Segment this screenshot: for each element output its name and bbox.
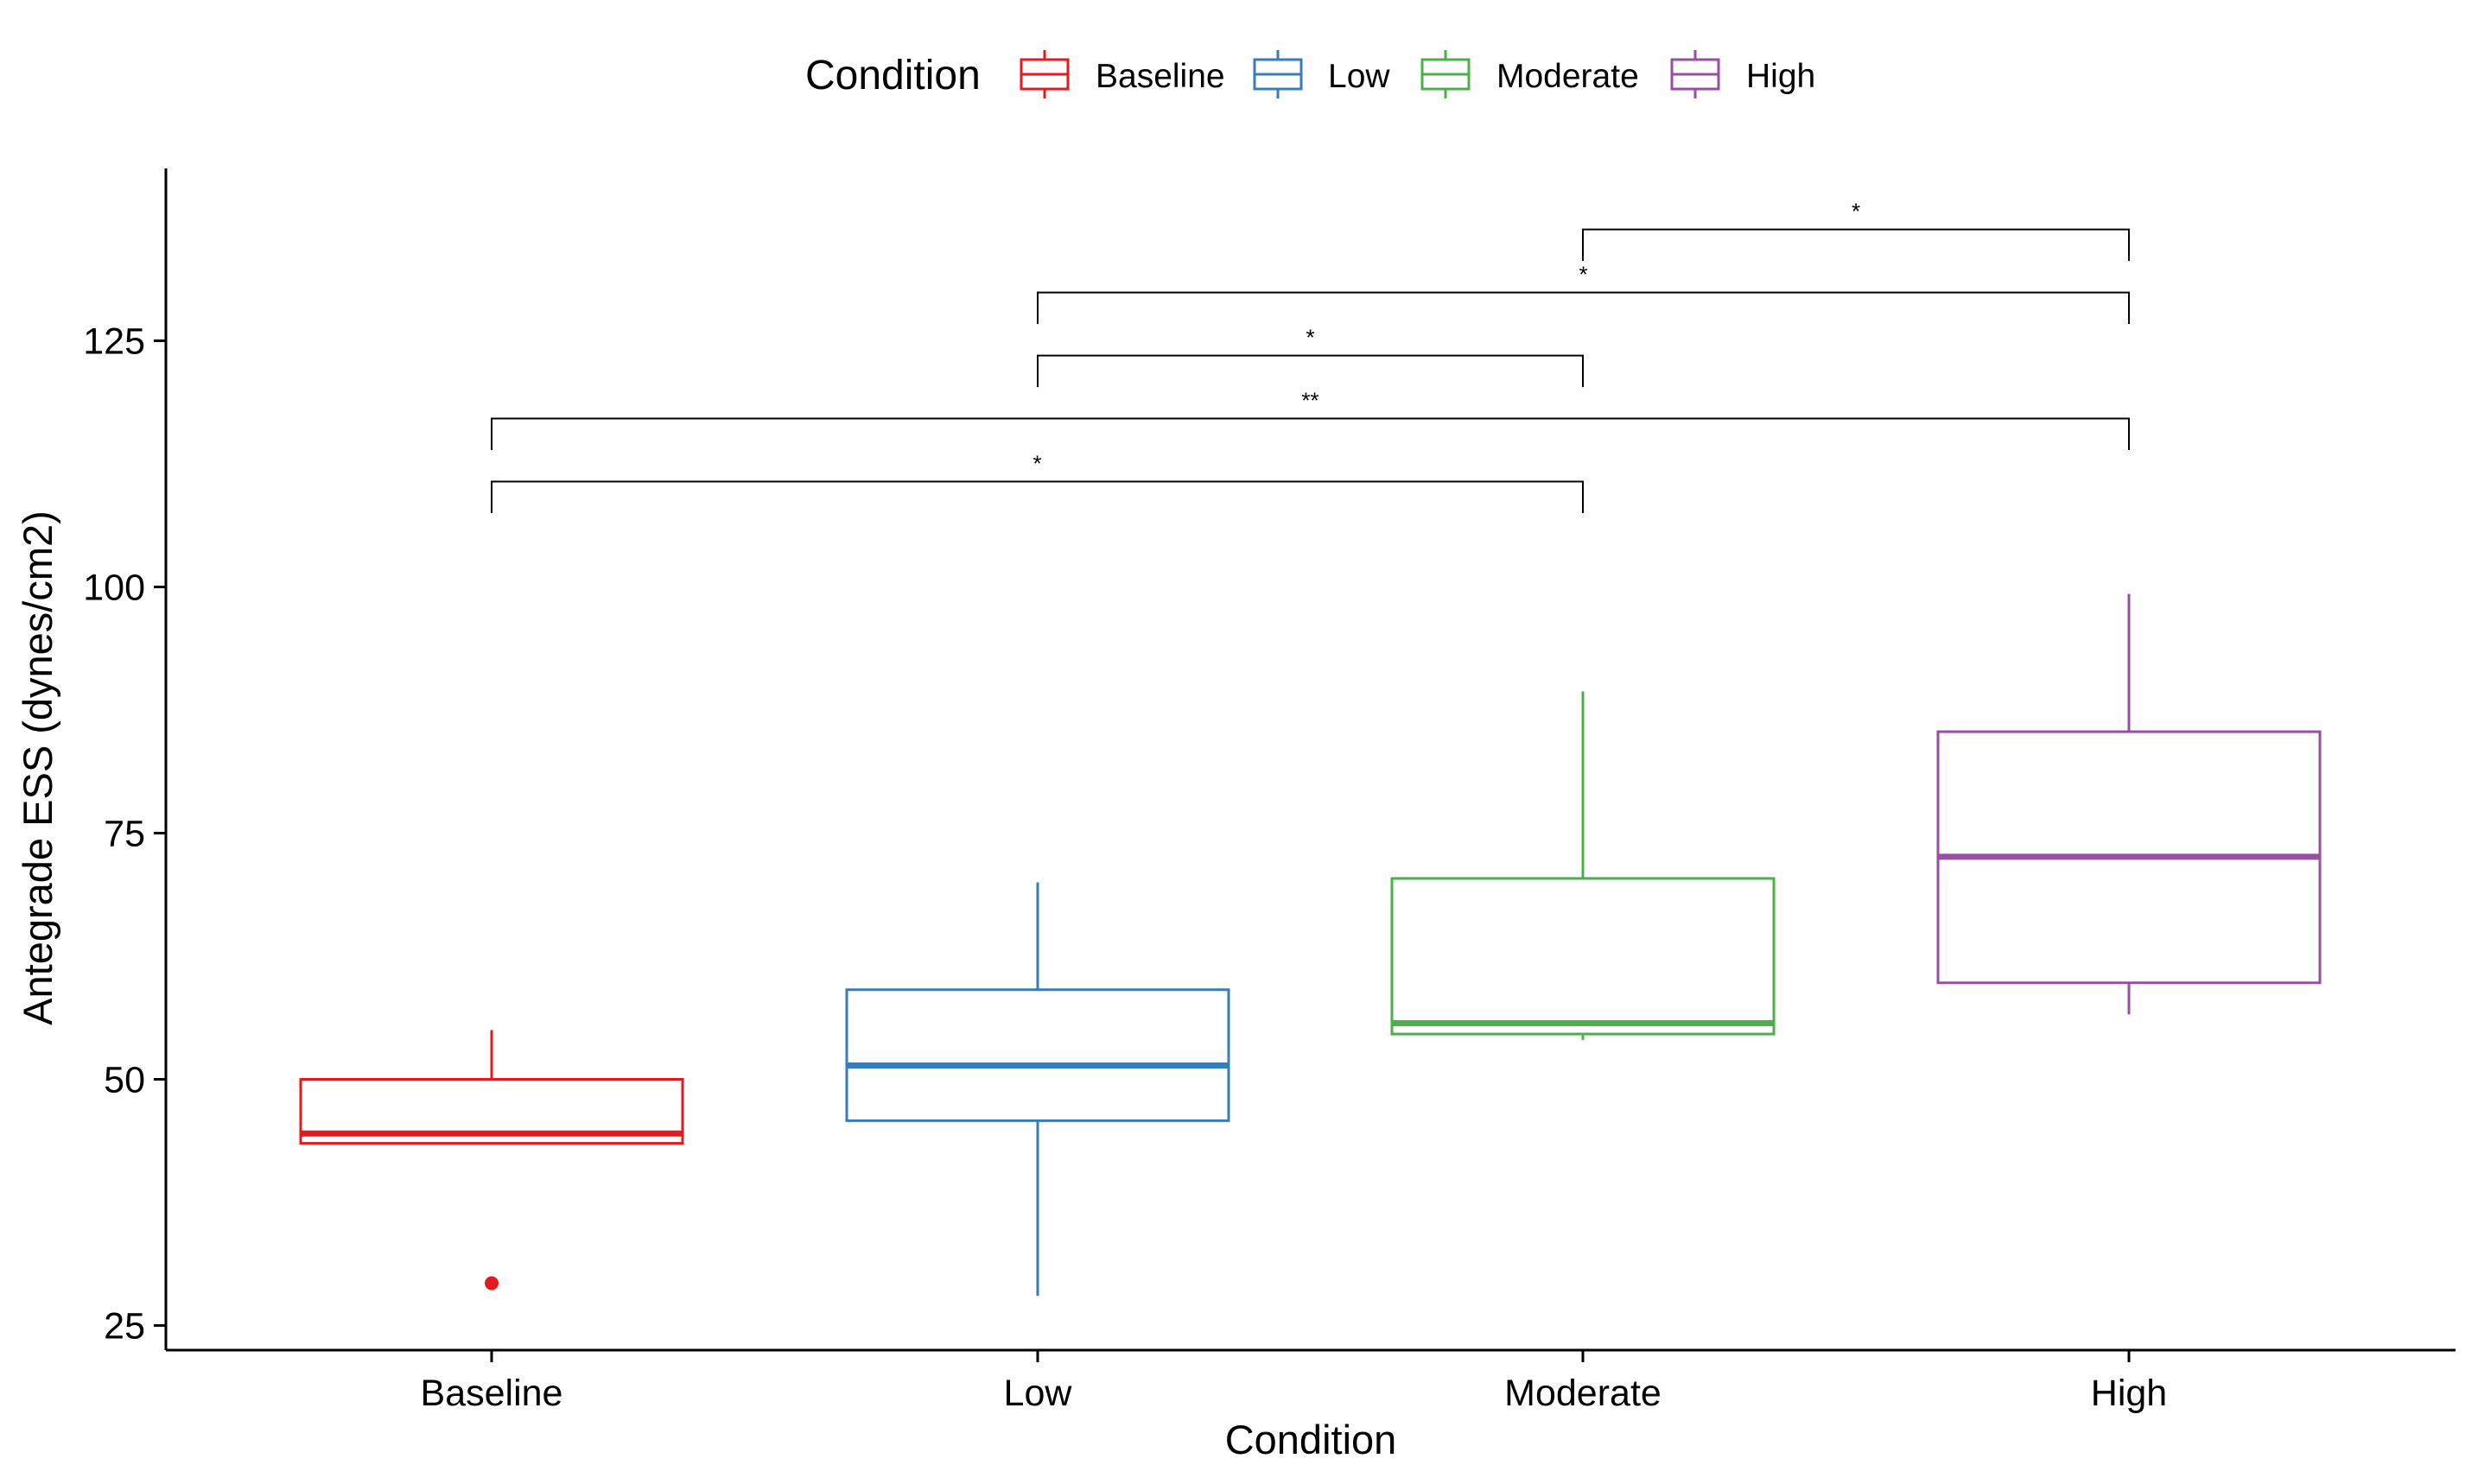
outlier-point	[485, 1276, 499, 1291]
legend-label: Low	[1328, 58, 1390, 95]
legend-item-low: Low	[1253, 50, 1390, 98]
significance-bracket: **	[491, 388, 2130, 451]
y-tick-label: 75	[104, 814, 145, 855]
axes: 25 50 75 100 125 Baseline Low Moderate High	[83, 168, 2456, 1414]
y-tick-label: 50	[104, 1060, 145, 1101]
significance-bracket: *	[1037, 262, 2130, 325]
significance-bracket: *	[1582, 199, 2130, 262]
bracket-line	[491, 417, 2130, 451]
legend-title: Condition	[805, 53, 981, 98]
bracket-line	[491, 480, 1584, 513]
bracket-line	[1037, 354, 1584, 388]
significance-label: *	[1032, 451, 1041, 477]
box-high	[1936, 593, 2322, 1015]
box-low	[845, 882, 1230, 1297]
box-body	[845, 988, 1230, 1122]
plot-area: ******	[299, 199, 2322, 1297]
legend-label: Moderate	[1496, 58, 1639, 95]
x-axis-title: Condition	[1225, 1417, 1397, 1462]
significance-label: *	[1579, 262, 1587, 288]
legend-label: Baseline	[1096, 58, 1225, 95]
significance-bracket: *	[1037, 325, 1584, 388]
significance-bracket: *	[491, 451, 1584, 513]
bracket-line	[1582, 228, 2130, 262]
significance-label: *	[1306, 325, 1314, 351]
legend-item-moderate: Moderate	[1420, 50, 1639, 98]
legend-label: High	[1746, 58, 1815, 95]
y-tick-label: 25	[104, 1306, 145, 1348]
legend-item-high: High	[1670, 50, 1815, 98]
legend-item-baseline: Baseline	[1020, 50, 1225, 98]
x-tick-label: High	[2091, 1373, 2167, 1414]
bracket-line	[1037, 291, 2130, 325]
x-tick-label: Moderate	[1504, 1373, 1662, 1414]
x-tick-label: Low	[1004, 1373, 1073, 1414]
y-tick-label: 125	[83, 321, 145, 363]
y-axis-title: Antegrade ESS (dynes/cm2)	[15, 511, 60, 1025]
axis-titles: Condition Antegrade ESS (dynes/cm2)	[15, 511, 1396, 1462]
box-moderate	[1390, 691, 1776, 1040]
significance-label: **	[1301, 388, 1318, 414]
y-tick-label: 100	[83, 568, 145, 609]
legend: Condition Baseline Low Moderate High	[805, 50, 1815, 98]
x-tick-label: Baseline	[421, 1373, 563, 1414]
significance-label: *	[1852, 199, 1860, 225]
box-baseline	[299, 1030, 684, 1291]
box-body	[1390, 877, 1776, 1036]
